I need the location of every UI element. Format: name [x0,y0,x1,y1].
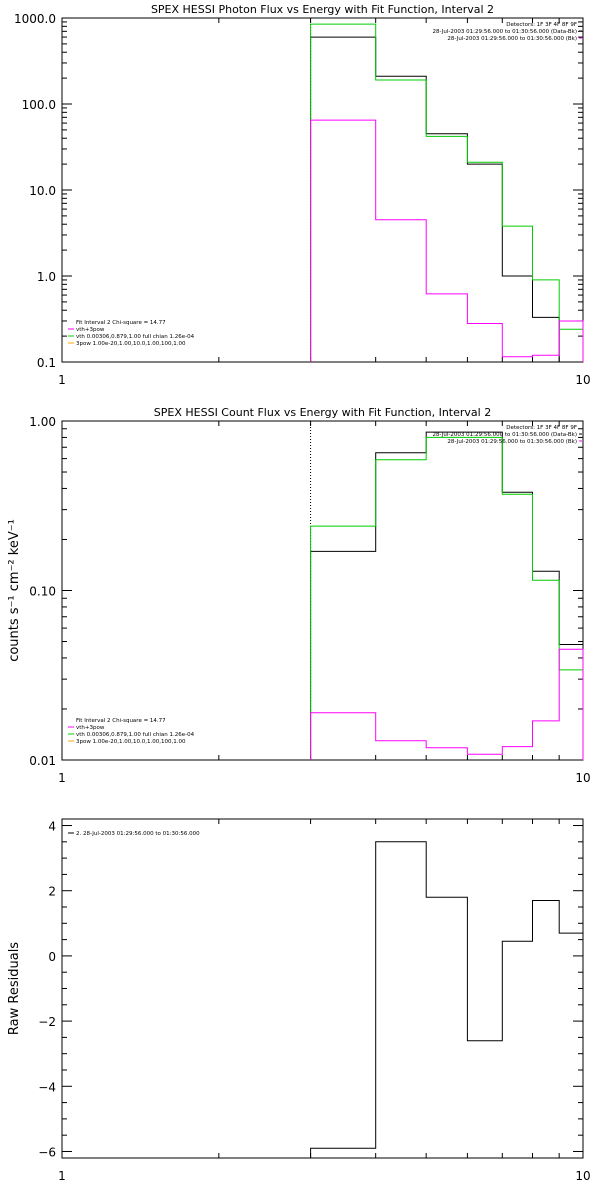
plot3-y-tick-label: −6 [38,1145,56,1159]
plot2-frame [61,420,584,761]
plot2-legend-left-text: Fit Interval 2 Chi-square = 14.77 [76,718,166,724]
plot3-series-1-step-line [310,841,584,1158]
plot1-series-1-step-line [310,36,560,362]
plot1-x-tick-label: 10 [575,373,590,387]
plot3-y-tick-label: 4 [48,820,56,834]
plot1-legend-left-text: vth+3pow [76,327,105,333]
plot3-y-tick-label: −4 [38,1080,56,1094]
plot1-series-3-step-line [310,119,584,362]
plot1-frame [61,17,584,363]
plot1-y-tick-label: 1000.0 [14,12,56,26]
plot3-y-tick-label: 2 [48,885,56,899]
plot2-x-tick-label: 1 [58,771,66,785]
plot3-y-tick-label: 0 [48,950,56,964]
plot2-series-2-step-line [310,436,584,760]
plot1-y-tick-label: 0.1 [37,356,56,370]
plot3-legend-left-text: 2. 28-Jul-2003 01:29:56.000 to 01:30:56.… [76,831,200,837]
plot1-y-tick-label: 100.0 [22,98,56,112]
plot1-legend-left-text: Fit Interval 2 Chi-square = 14.77 [76,320,166,326]
plot2-series-1-step-line [310,431,584,760]
plot2-legend-right-text: 28-Jul-2003 01:29:56.000 to 01:30:56.000… [433,432,578,438]
plot2-y-tick-label: 0.01 [29,754,56,768]
plot3-y-tick-label: −2 [38,1015,56,1029]
plot3-y-axis-label: Raw Residuals [7,942,22,1035]
plot1-legend-left-text: 3pow 1.00e-20,1.00,10.0,1.00,100,1.00 [76,341,186,347]
plot1-y-tick-label: 1.0 [37,270,56,284]
plot1-y-tick-label: 10.0 [29,184,56,198]
plot3-frame [61,818,584,1159]
plot1-series-2-step-line [310,23,584,362]
plot2-title: SPEX HESSI Count Flux vs Energy with Fit… [154,406,491,419]
plot1-title: SPEX HESSI Photon Flux vs Energy with Fi… [151,3,494,16]
plot1-legend-right-text: 28-Jul-2003 01:29:56.000 to 01:30:56.000… [433,29,578,35]
plot2-y-axis-label: counts s⁻¹ cm⁻² keV⁻¹ [7,519,22,662]
plot3-x-tick-label: 10 [575,1169,590,1183]
plot2-legend-left-text: vth 0.00306,0.879,1.00 full chian 1.26e-… [76,732,195,738]
plot2-legend-right-text: 28-Jul-2003 01:29:56.000 to 01:30:56.000… [447,439,577,445]
plot2-series-3-step-line [310,648,584,760]
plot1-legend-left-text: vth 0.00306,0.879,1.00 full chian 1.26e-… [76,334,195,340]
plot2-x-tick-label: 10 [575,771,590,785]
plot2-y-tick-label: 1.00 [29,415,56,429]
plot2-legend-left-text: vth+3pow [76,725,105,731]
plot1-x-tick-label: 1 [58,373,66,387]
plot2-legend-left-text: 3pow 1.00e-20,1.00,10.0,1.00,100,1.00 [76,739,186,745]
plot1-legend-right-text: 28-Jul-2003 01:29:56.000 to 01:30:56.000… [447,36,577,42]
plot3-x-tick-label: 1 [58,1169,66,1183]
plot2-legend-right-text: Detectors: 1F 3F 4F 8F 9F [506,425,577,431]
plot1-legend-right-text: Detectors: 1F 3F 4F 8F 9F [506,22,577,28]
plot2-y-tick-label: 0.10 [29,585,56,599]
